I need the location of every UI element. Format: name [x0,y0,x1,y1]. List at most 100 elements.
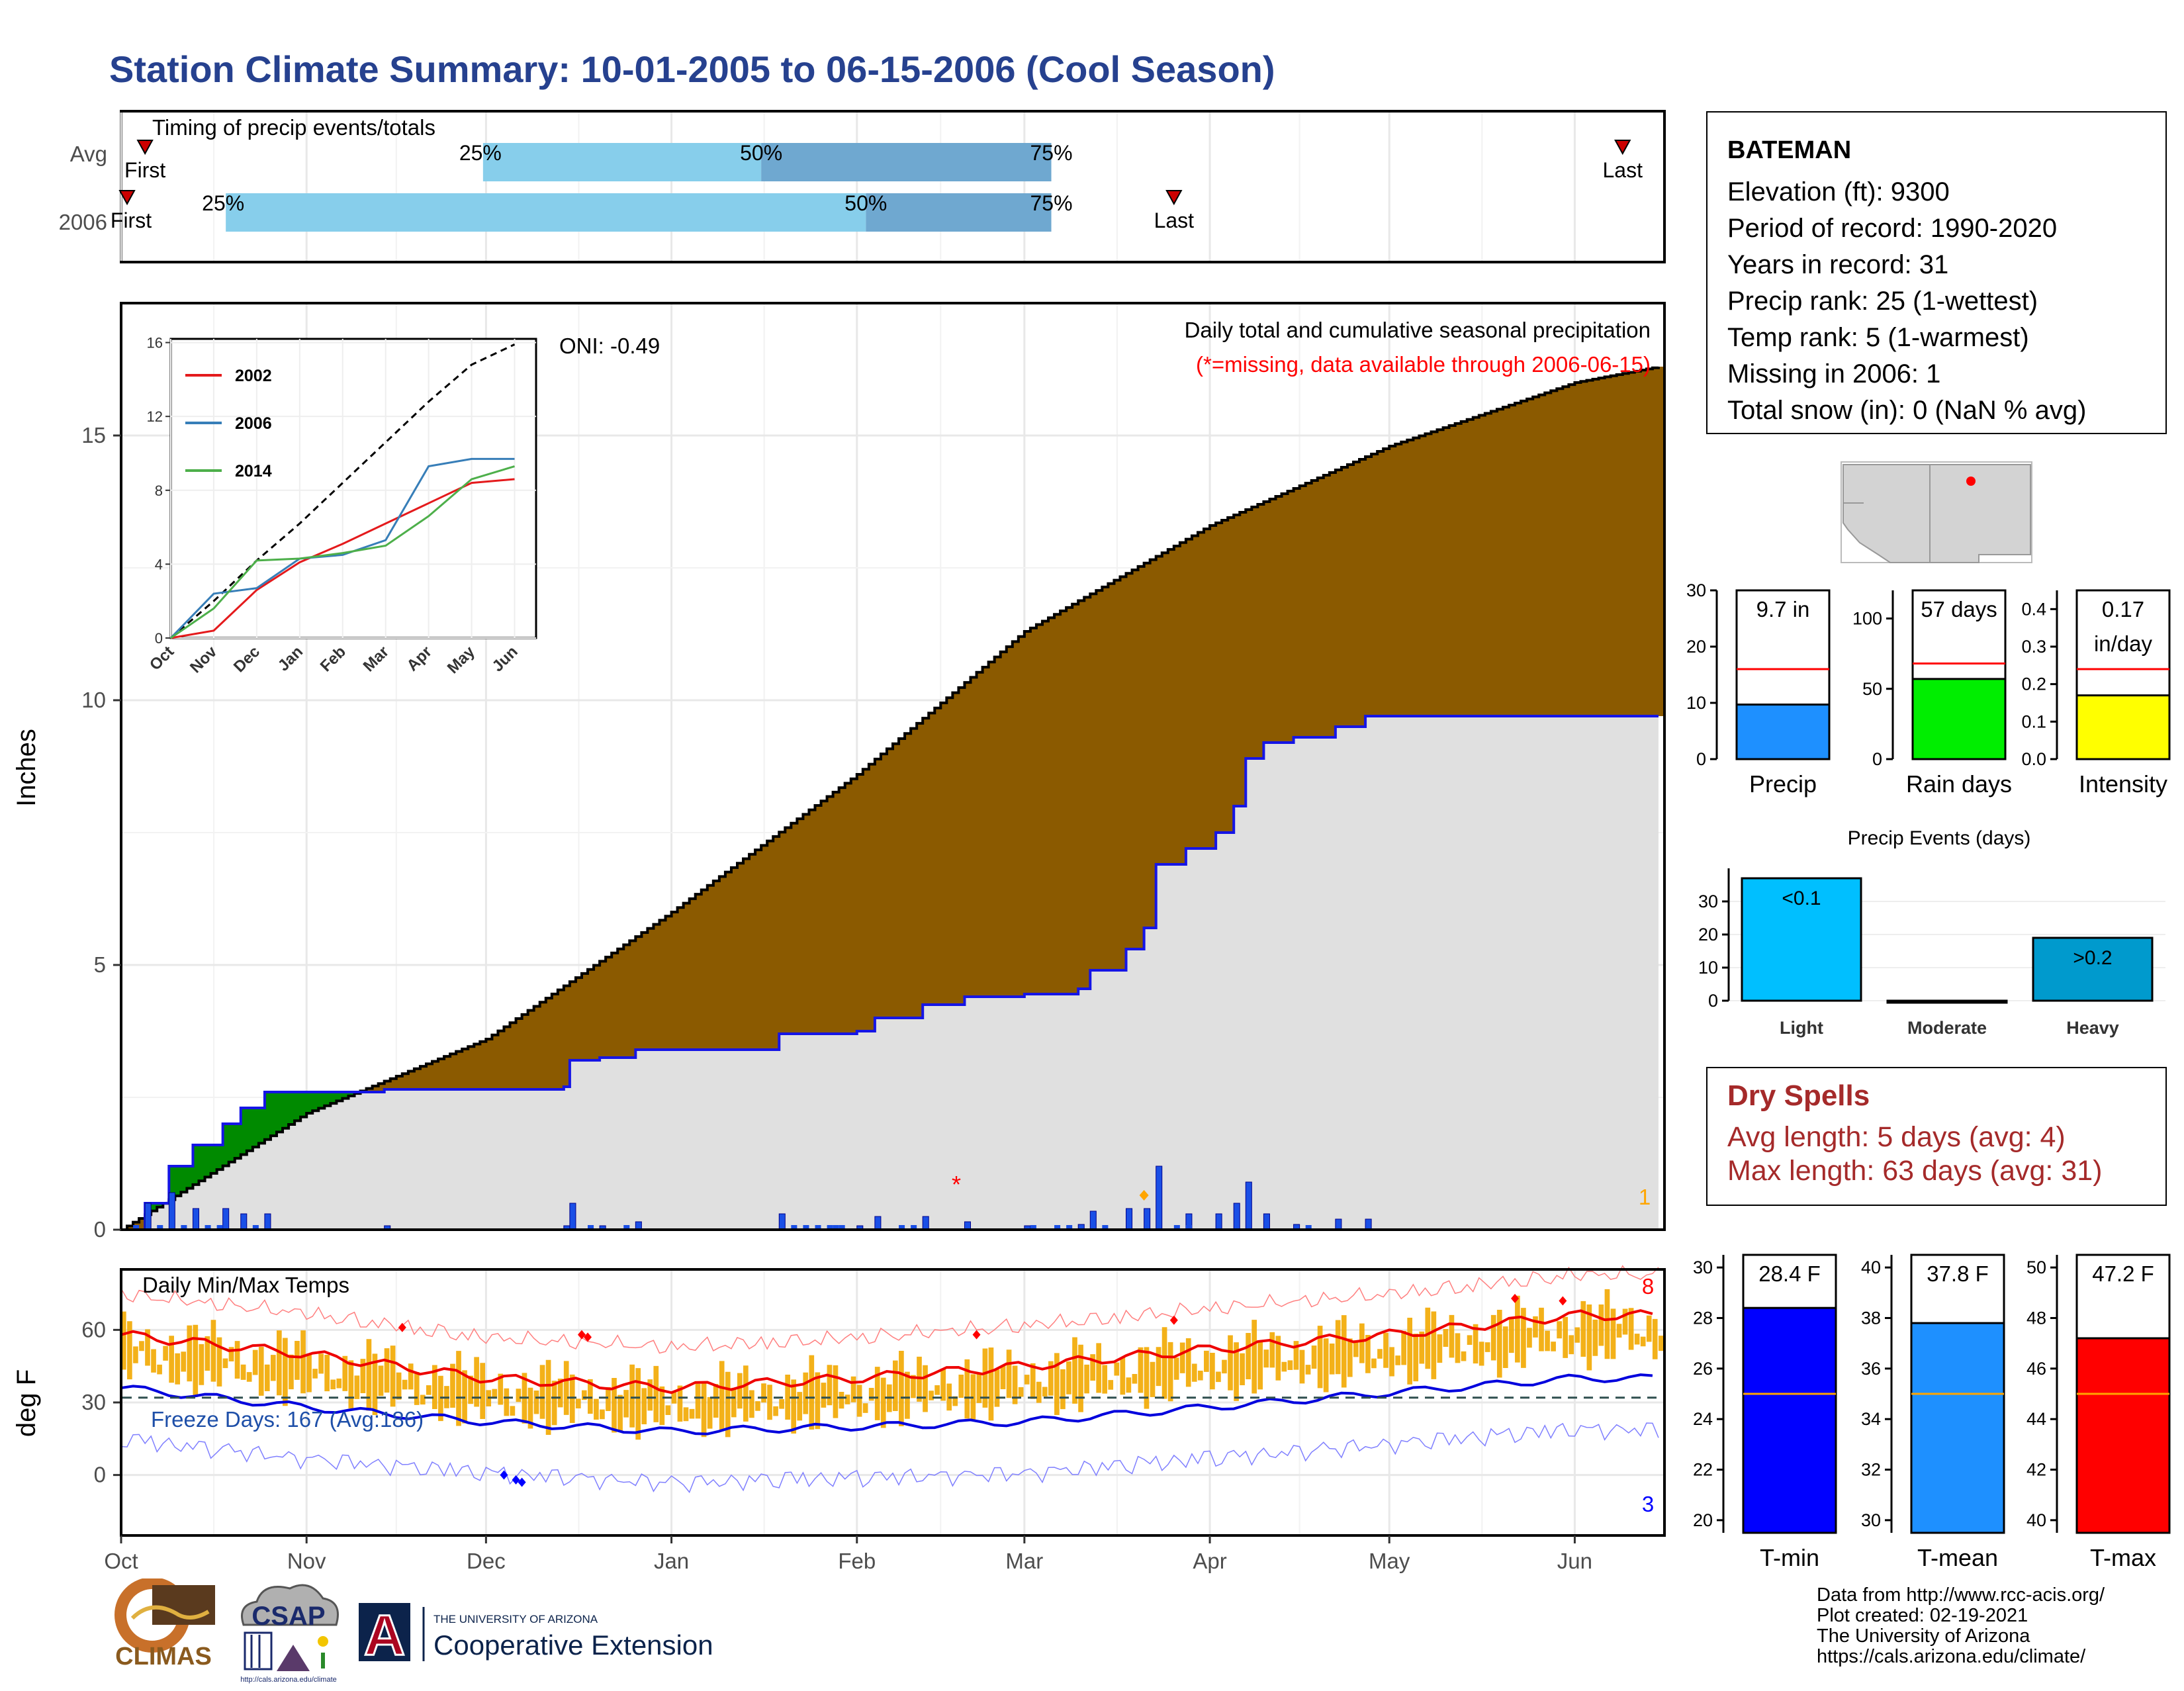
ua-letter: A [364,1604,405,1667]
timing-marker [1165,190,1183,206]
timing-marker [118,190,136,206]
events-category-label: Light [1780,1018,1823,1038]
mini-tick-label: 42 [2026,1460,2046,1480]
daily-precip-bar [1156,1165,1163,1230]
mini-value-label: 0.17 [2102,597,2144,621]
events-title: Precip Events (days) [1848,827,2031,849]
month-label: Oct [104,1549,138,1573]
events-tick-label: 0 [1708,991,1718,1011]
timing-marker-label: First [124,158,165,182]
inset-legend-label: 2002 [235,367,272,385]
count-cold: 3 [1642,1492,1654,1516]
events-bar-moderate [1886,999,2008,1004]
month-label: May [1369,1549,1410,1573]
mini-label: T-min [1760,1544,1819,1571]
timing-p25: 25% [459,141,502,165]
mini-tick-label: 30 [1861,1510,1881,1530]
intensity-mini-chart: 0.0 0.1 0.2 0.3 0.4 0.17 in/day Intensity [2021,589,2171,798]
inset-y-tick-label: 8 [155,482,163,499]
mini-tick-label: 30 [1686,580,1706,600]
temp-label: Daily Min/Max Temps [142,1273,349,1297]
mini-bar [1911,678,2007,760]
month-label: Mar [1005,1549,1043,1573]
daily-precip-bar [803,1225,809,1230]
timing-panel: Timing of precip events/totals Avg 2006 … [59,110,1666,263]
station-missing: Missing in 2006: 1 [1727,359,1941,388]
daily-precip-bar [1066,1225,1073,1230]
csap-logo: CSAP http://cals.arizona.edu/climate [240,1584,339,1684]
y-tick-label: 15 [81,423,106,447]
climas-logo: CLIMAS [114,1578,215,1670]
mini-tick-label: 40 [2026,1510,2046,1530]
temp-t-mean-chart: 30 32 34 36 38 40 37.8 F T-mean [1861,1254,2005,1571]
daily-precip-bar [1030,1225,1036,1230]
freeze-days: Freeze Days: 167 (Avg:186) [151,1407,424,1432]
daily-precip-bar [1089,1211,1097,1230]
month-label: Feb [838,1549,876,1573]
daily-precip-bar [874,1216,882,1230]
mini-value-label: 47.2 F [2092,1261,2154,1286]
mini-tick-label: 36 [1861,1359,1881,1379]
csap-text: CSAP [251,1602,325,1631]
timing-marker-label: Last [1602,158,1643,182]
climas-text: CLIMAS [115,1643,212,1670]
y-tick-label: 10 [81,688,106,712]
record-high-marker [398,1322,406,1332]
mini-label: Precip [1749,770,1817,798]
record-high-marker [1559,1296,1567,1306]
mini-bar [1742,1306,1837,1534]
daily-precip-bar [240,1213,248,1230]
mini-value-label: in/day [2094,631,2153,656]
csap-url: http://cals.arizona.edu/climate [240,1676,337,1684]
record-high-line [120,1265,1659,1354]
ua-small-text: THE UNIVERSITY OF ARIZONA [433,1613,598,1625]
timing-bar-early [226,193,866,232]
ua-logo: A THE UNIVERSITY OF ARIZONA Cooperative … [359,1603,713,1668]
station-marker [1966,477,1976,486]
mini-tick-label: 50 [2026,1257,2046,1277]
daily-precip-bar [205,1225,211,1230]
y-tick-label: 0 [94,1463,106,1487]
daily-precip-bar [144,1203,152,1230]
credit-plot-created: Plot created: 02-19-2021 [1817,1605,2028,1626]
daily-precip-bar [1054,1225,1061,1230]
record-high-marker [577,1330,586,1340]
mini-tick-label: 20 [1686,637,1706,657]
daily-precip-bar [1263,1213,1270,1230]
inset-y-tick-label: 4 [155,556,163,572]
record-low-marker [518,1477,526,1487]
events-tick-label: 10 [1698,958,1718,978]
y-tick-label: 60 [81,1317,106,1342]
timing-p75: 75% [1030,191,1073,215]
daily-precip-bar [252,1225,259,1230]
daily-temp-bars [121,1289,1664,1440]
page-title: Station Climate Summary: 10-01-2005 to 0… [109,48,1275,90]
daily-precip-bar [168,1192,175,1230]
timing-label: Timing of precip events/totals [152,115,435,140]
mini-tick-label: 22 [1693,1460,1713,1480]
timing-marker [1614,140,1631,156]
mini-tick-label: 48 [2026,1308,2046,1328]
mini-tick-label: 24 [1693,1409,1713,1429]
missing-count: 1 [1639,1185,1651,1209]
temp-ylabel: deg F [12,1369,41,1437]
avg-min-temp-line [120,1373,1653,1436]
credits: Data from http://www.rcc-acis.org/ Plot … [1817,1585,2105,1667]
daily-precip-bar [1233,1203,1240,1230]
mini-label: T-max [2090,1544,2156,1571]
record-low-line [120,1422,1659,1494]
timing-p25: 25% [202,191,244,215]
daily-precip-bar [1305,1225,1312,1230]
timing-marker-label: Last [1154,208,1195,232]
daily-precip-bar [157,1225,163,1230]
station-precip-rank: Precip rank: 25 (1-wettest) [1727,287,2038,316]
mini-bar [1735,704,1831,760]
mini-tick-label: 32 [1861,1460,1881,1480]
mini-tick-label: 0.4 [2021,599,2046,619]
daily-precip-bar [791,1225,797,1230]
avg-max-temp-line [120,1309,1653,1394]
mini-tick-label: 0.1 [2021,711,2046,731]
timing-p50: 50% [740,141,782,165]
daily-precip-bar [778,1213,786,1230]
